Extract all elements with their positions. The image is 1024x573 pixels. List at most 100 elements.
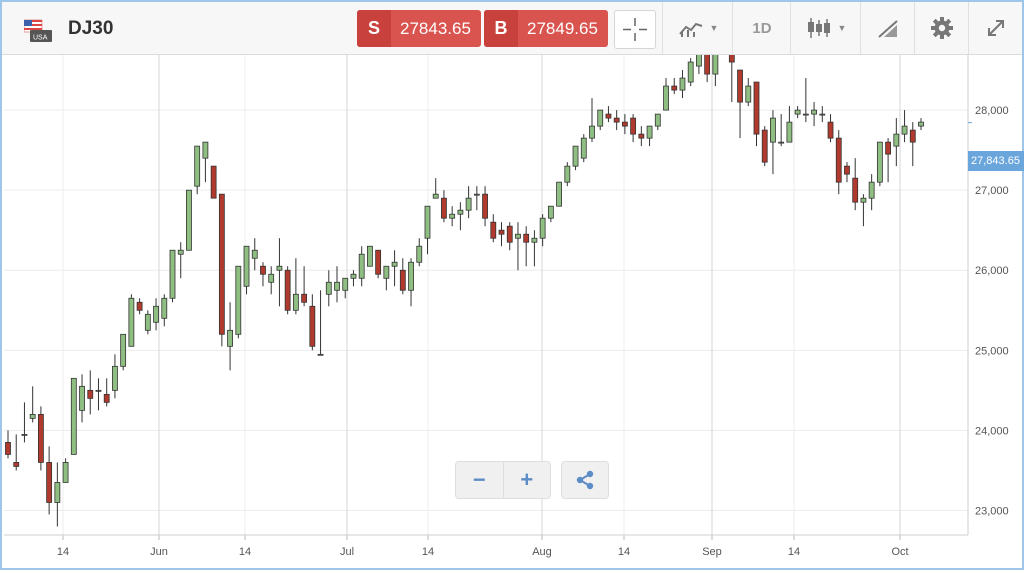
candle-body [243,245,250,287]
candle-body [276,265,283,271]
candle-body [449,213,456,219]
instrument-symbol: DJ30 [68,18,114,39]
candle-body [169,249,176,299]
candle-body [564,165,571,183]
zoom-out-button[interactable]: − [456,462,504,498]
x-tick-label: 14 [57,546,69,558]
candle-body [556,181,562,207]
candle-body [490,221,497,239]
candle-body [654,113,661,127]
crosshair-icon [623,18,647,41]
candle-body [79,385,85,411]
candle-body [317,353,324,356]
candle-body [399,269,406,291]
chart-type-button[interactable]: ▼ [790,2,861,54]
candle-body [671,85,678,91]
crosshair-button[interactable] [614,10,656,49]
candle-body [745,85,752,103]
indicators-button[interactable]: ▼ [662,2,733,54]
candle-body [482,193,488,219]
share-button[interactable] [561,461,609,499]
candle-body [144,313,151,331]
gear-icon [931,17,953,39]
candle-body [778,141,785,144]
y-tick-label: 27,000 [975,185,1009,197]
y-tick-label: 25,000 [975,345,1009,357]
candle-body [901,125,908,135]
candle-body [868,181,875,199]
candle-body [802,113,809,116]
candle-body [819,113,826,116]
candle-body [29,413,36,419]
candle-body [218,193,225,335]
y-tick-label: 26,000 [975,265,1009,277]
candle-body [350,273,357,279]
candle-body [457,209,464,215]
candle-body [630,117,637,135]
candle-body [835,137,842,183]
candle-body [21,433,28,436]
candle-body [613,117,620,123]
candle-body [860,197,867,203]
candle-body [597,109,604,127]
timeframe-label: 1D [752,19,772,37]
candle-body [539,217,546,239]
candle-body [728,21,735,63]
candle-body [375,249,382,275]
toolbar: USA DJ30 S 27843.65 B 27849.65 [2,2,1022,55]
candle-body [506,225,513,243]
candle-body [770,117,776,143]
candle-body [465,197,472,211]
candle-body [5,442,11,455]
x-tick-label: 14 [618,546,630,558]
candle-body [523,233,530,243]
candle-body [292,293,299,311]
indicator-icon [678,22,702,37]
fullscreen-button[interactable] [968,2,1023,54]
zoom-in-button[interactable]: + [520,467,534,492]
sell-button[interactable]: S 27843.65 [357,10,481,47]
candle-body [334,281,340,291]
candle-body [325,281,332,295]
candle-body [909,129,916,143]
candle-body [95,389,102,392]
fullscreen-icon [988,20,1004,36]
share-icon [576,470,594,490]
timeframe-selector[interactable]: 1D [732,2,791,54]
x-tick-label: 14 [422,546,434,558]
candle-body [876,141,883,183]
candle-body [186,189,192,251]
candle-body [301,293,308,303]
zoom-controls: − + [455,461,551,499]
candle-body [687,61,694,83]
candle-body [424,205,431,239]
x-tick-label: Jun [150,546,168,558]
candle-body [408,261,414,291]
candle-body [202,141,209,159]
candle-body [473,193,480,196]
candle-body [646,125,653,139]
candle-body [515,233,521,239]
candle-body [885,141,891,155]
current-price-label: 27,843.65 [968,151,1024,171]
candle-body [580,137,587,159]
x-tick-label: 14 [788,546,800,558]
candle-body [638,133,645,139]
buy-button[interactable]: B 27849.65 [484,10,608,47]
candle-body [416,245,423,263]
candle-body [827,121,834,139]
flag-label: USA [33,35,48,42]
chevron-down-icon: ▼ [709,23,719,33]
candle-body [893,133,900,147]
candle-body [811,109,817,115]
candle-body [38,413,44,463]
flag-icon: USA [24,19,52,42]
draw-tools-button[interactable] [860,2,915,54]
candle-body [621,121,628,127]
x-tick-label: Aug [532,546,552,558]
candle-body [441,197,447,219]
candle-body [663,85,669,111]
candle-body [589,125,595,139]
settings-button[interactable] [914,2,969,54]
candle-body [46,462,53,503]
